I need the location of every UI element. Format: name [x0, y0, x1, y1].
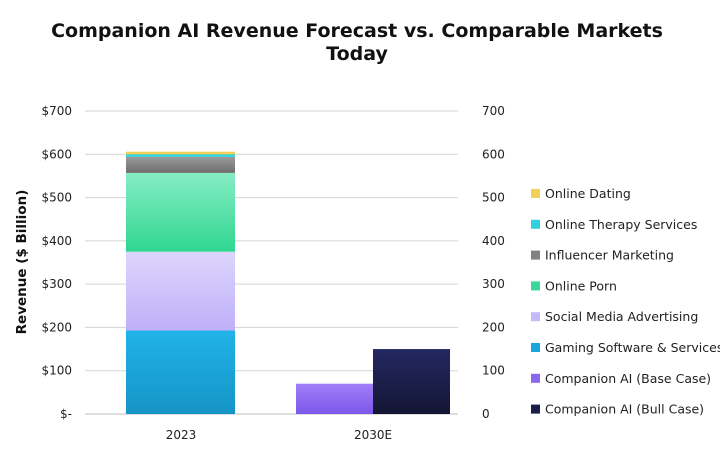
y-tick-label-left: $400 — [41, 234, 72, 248]
legend-swatch-online-therapy-services — [531, 219, 540, 229]
bars — [126, 151, 450, 414]
y-tick-label-left: $600 — [41, 147, 72, 161]
legend-label-online-dating: Online Dating — [545, 186, 631, 201]
x-tick-label: 2023 — [166, 428, 197, 442]
x-tick-label: 2030E — [354, 428, 392, 442]
y-tick-label-right: 200 — [482, 320, 505, 334]
y-axis-label: Revenue ($ Billion) — [14, 190, 30, 335]
bar-companion-ai-bull-case — [373, 349, 450, 414]
legend-label-social-media-advertising: Social Media Advertising — [545, 309, 698, 324]
legend-swatch-social-media-advertising — [531, 312, 540, 322]
y-tick-label-left: $100 — [41, 364, 72, 378]
bar-influencer-marketing — [126, 156, 235, 173]
legend-swatch-online-porn — [531, 281, 540, 291]
y-tick-label-right: 0 — [482, 407, 490, 421]
legend-label-gaming-software-services: Gaming Software & Services — [545, 340, 720, 355]
chart-title: Companion AI Revenue Forecast vs. Compar… — [51, 20, 663, 65]
y-tick-label-left: $700 — [41, 104, 72, 118]
y-tick-label-left: $200 — [41, 320, 72, 334]
legend: Online Dating Online Therapy Services Infl… — [531, 186, 720, 417]
y-tick-label-left: $300 — [41, 277, 72, 291]
legend-label-companion-ai-bull-case: Companion AI (Bull Case) — [545, 402, 704, 417]
legend-swatch-online-dating — [531, 189, 540, 198]
y-tick-label-right: 700 — [482, 104, 505, 118]
bar-social-media-advertising — [126, 251, 235, 331]
legend-swatch-companion-ai-base-case — [531, 373, 540, 383]
bar-online-dating — [126, 151, 235, 155]
legend-swatch-gaming-software-services — [531, 343, 540, 352]
chart-title-line-1: Companion AI Revenue Forecast vs. Compar… — [51, 20, 663, 42]
y-tick-label-right: 400 — [482, 234, 505, 248]
legend-label-influencer-marketing: Influencer Marketing — [545, 248, 674, 263]
bar-companion-ai-base-case — [296, 383, 373, 414]
legend-label-online-therapy-services: Online Therapy Services — [545, 217, 697, 232]
bar-online-therapy-services — [126, 154, 235, 157]
y-tick-label-right: 600 — [482, 147, 505, 161]
bar-gaming-software-services — [126, 330, 235, 414]
y-tick-label-left: $500 — [41, 191, 72, 205]
x-axis-ticks: 2023 2030E — [166, 428, 392, 442]
y-tick-label-right: 500 — [482, 191, 505, 205]
y-tick-label-right: 100 — [482, 364, 505, 378]
y-tick-label-left: $- — [60, 407, 72, 421]
bar-online-porn — [126, 172, 235, 252]
legend-swatch-influencer-marketing — [531, 250, 540, 260]
chart-title-line-2: Today — [326, 43, 388, 65]
legend-label-companion-ai-base-case: Companion AI (Base Case) — [545, 371, 711, 386]
legend-label-online-porn: Online Porn — [545, 278, 617, 293]
legend-swatch-companion-ai-bull-case — [531, 404, 540, 414]
y-axis-left-ticks: $- $100 $200 $300 $400 $500 $600 $700 — [41, 104, 72, 421]
y-tick-label-right: 300 — [482, 277, 505, 291]
y-axis-right-ticks: 0 100 200 300 400 500 600 700 — [482, 104, 505, 421]
